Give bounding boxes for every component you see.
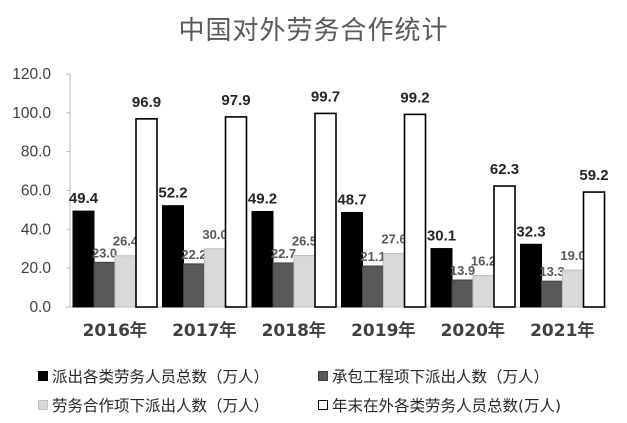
- bar-2-2: [293, 255, 316, 308]
- bar-0-4: [430, 248, 453, 308]
- bar-1-2: [272, 262, 295, 308]
- x-tick-label: 2019年: [351, 320, 415, 341]
- bar-0-5: [520, 243, 542, 308]
- y-tick-label: 120.0: [12, 66, 51, 83]
- chart-plot: 0.0 20.0 40.0 60.0 80.0 100.0 120.0 49.4 52.2 49.…: [12, 66, 608, 341]
- y-tick-label: 40.0: [21, 221, 52, 238]
- x-tick-label: 2021年: [530, 320, 594, 341]
- bar-1-5: [541, 280, 563, 308]
- bar-0-1: [162, 205, 184, 308]
- legend-label: 年末在外各类劳务人员总数(万人): [332, 397, 562, 415]
- y-tick-label: 80.0: [21, 144, 52, 161]
- y-tick-label: 60.0: [21, 183, 52, 200]
- x-tick-label: 2020年: [441, 320, 505, 341]
- data-label: 30.1: [427, 228, 456, 245]
- data-label: 26.5: [292, 234, 317, 249]
- bar-1-3: [362, 265, 384, 308]
- data-label: 96.9: [132, 94, 161, 111]
- data-label: 22.7: [271, 246, 296, 261]
- legend-item: 承包工程项下派出人数（万人）: [318, 365, 549, 387]
- legend-swatch: [38, 371, 48, 381]
- bar-3-4: [493, 185, 516, 308]
- legend-swatch: [318, 400, 328, 410]
- data-label: 26.4: [113, 234, 139, 249]
- legend-item: 劳务合作项下派出人数（万人）: [38, 394, 269, 416]
- bar-3-0: [135, 118, 158, 308]
- bar-0-0: [72, 210, 95, 308]
- data-label: 49.2: [248, 190, 277, 207]
- bar-1-4: [451, 279, 474, 308]
- data-label: 48.7: [337, 191, 366, 208]
- legend-item: 年末在外各类劳务人员总数(万人): [318, 394, 561, 416]
- bar-2-1: [204, 248, 226, 308]
- legend-label: 劳务合作项下派出人数（万人）: [52, 397, 270, 415]
- y-tick-label: 100.0: [12, 105, 51, 122]
- data-label: 30.0: [202, 227, 227, 242]
- bar-2-4: [472, 275, 495, 308]
- bar-3-1: [224, 116, 248, 308]
- x-tick-label: 2016年: [83, 320, 147, 341]
- bar-3-2: [314, 112, 337, 308]
- data-label: 23.0: [92, 245, 117, 260]
- legend-label: 承包工程项下派出人数（万人）: [332, 368, 550, 386]
- bar-0-3: [341, 211, 363, 308]
- data-label: 13.3: [539, 264, 564, 279]
- data-label: 27.6: [381, 231, 406, 246]
- chart-title: 中国对外劳务合作统计: [178, 16, 449, 46]
- bar-1-0: [93, 261, 116, 308]
- data-label: 59.2: [579, 167, 608, 184]
- bar-0-2: [251, 210, 274, 308]
- bar-2-0: [114, 255, 137, 308]
- data-label: 21.1: [360, 249, 385, 264]
- data-label: 97.9: [221, 92, 250, 109]
- data-label: 16.2: [471, 254, 496, 269]
- legend-item: 派出各类劳务人员总数（万人）: [38, 365, 269, 387]
- bar-2-3: [383, 252, 405, 308]
- x-tick-label: 2018年: [262, 320, 326, 341]
- data-label: 62.3: [490, 161, 519, 178]
- legend-swatch: [38, 400, 48, 410]
- data-label: 13.9: [450, 263, 475, 278]
- legend-swatch: [318, 371, 328, 381]
- data-label: 32.3: [516, 223, 545, 240]
- y-tick-label: 20.0: [21, 260, 52, 277]
- bar-1-1: [183, 263, 205, 308]
- data-label: 49.4: [69, 190, 99, 207]
- data-label: 52.2: [158, 185, 187, 202]
- legend-label: 派出各类劳务人员总数（万人）: [52, 368, 270, 386]
- bar-3-3: [403, 113, 427, 308]
- bar-2-5: [562, 269, 584, 308]
- data-label: 22.2: [181, 247, 206, 262]
- bar-3-5: [582, 191, 606, 308]
- data-label: 19.0: [560, 248, 585, 263]
- y-tick-label: 0.0: [29, 299, 51, 316]
- x-tick-label: 2017年: [172, 320, 236, 341]
- data-label: 99.7: [311, 88, 340, 105]
- data-label: 99.2: [400, 89, 429, 106]
